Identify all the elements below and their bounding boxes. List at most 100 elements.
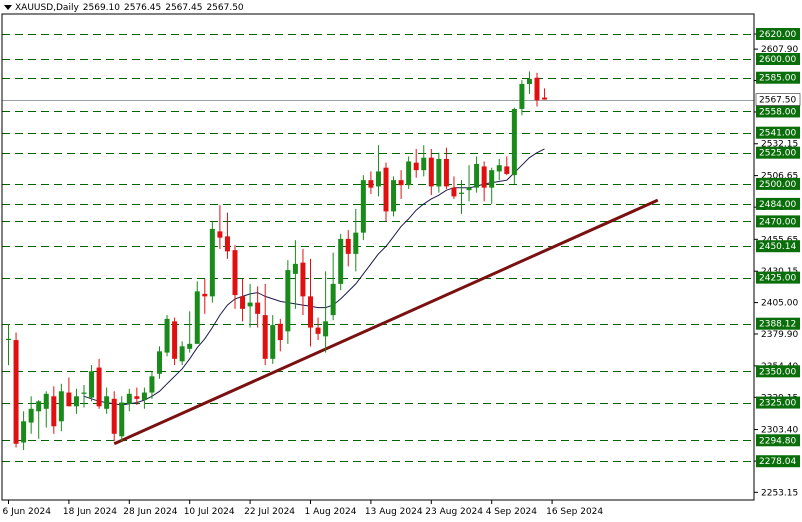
level-label-text: 2278.04 — [759, 457, 796, 467]
candle — [481, 161, 487, 202]
candle-body — [443, 158, 449, 187]
candle — [179, 341, 185, 366]
candle-body — [353, 232, 359, 254]
candle-body — [459, 192, 464, 194]
level-label-bg — [756, 317, 800, 330]
x-tick-label: 18 Jun 2024 — [63, 507, 117, 517]
candle — [89, 365, 95, 402]
x-tick-label: 10 Jul 2024 — [184, 507, 235, 517]
candle — [308, 258, 313, 347]
level-label-text: 2541.00 — [759, 129, 796, 139]
level-label: 2450.14 — [756, 240, 800, 253]
candle — [443, 147, 449, 189]
y-tick-label: 2303.40 — [761, 426, 798, 436]
candle — [519, 80, 525, 116]
candle-body — [104, 396, 110, 409]
level-label-text: 2558.00 — [759, 107, 796, 117]
y-tick-label: 2506.65 — [761, 172, 798, 182]
level-label-bg — [756, 177, 800, 190]
candle — [51, 386, 57, 434]
candle-body — [474, 163, 480, 188]
candle-body — [217, 231, 223, 238]
candle — [338, 233, 344, 291]
level-label: 2294.80 — [756, 434, 800, 447]
level-label-bg — [756, 365, 800, 378]
level-label: 2425.00 — [756, 271, 800, 284]
candle-body — [172, 321, 178, 359]
candle-body — [149, 376, 155, 393]
candle-body — [157, 351, 162, 374]
candle — [542, 88, 548, 100]
candle-body — [96, 367, 102, 407]
candle — [134, 387, 140, 406]
candle — [224, 212, 230, 259]
candle-body — [466, 187, 472, 191]
candles-layer — [6, 71, 548, 451]
candle — [157, 346, 162, 379]
candle-body — [81, 392, 87, 394]
candle — [194, 281, 200, 344]
level-label-text: 2350.00 — [759, 367, 796, 377]
x-tick-label: 22 Jul 2024 — [244, 507, 295, 517]
plot-frame — [1, 13, 755, 501]
candle — [119, 396, 125, 442]
level-label: 2350.00 — [756, 365, 800, 378]
candle — [428, 148, 434, 196]
level-label-bg — [756, 215, 800, 228]
candle — [360, 175, 366, 241]
level-label: 2600.00 — [756, 52, 800, 65]
candle — [73, 388, 79, 414]
candle-body — [526, 78, 532, 84]
level-label-text: 2585.00 — [759, 74, 796, 84]
candle-body — [6, 338, 11, 341]
candle-body — [119, 402, 125, 437]
level-label: 2525.00 — [756, 146, 800, 159]
candle-body — [360, 180, 366, 233]
candle-body — [126, 393, 132, 404]
candle — [240, 278, 246, 322]
level-label-bg — [756, 197, 800, 210]
candle-body — [428, 157, 434, 187]
candle — [58, 383, 64, 432]
x-tick-label: 4 Sep 2024 — [486, 507, 538, 517]
candle-body — [436, 158, 442, 187]
level-label-bg — [756, 52, 800, 65]
level-label: 2500.00 — [756, 177, 800, 190]
candle — [96, 358, 102, 409]
candle — [323, 271, 329, 353]
level-label: 2388.12 — [756, 317, 800, 330]
current-price-label: 2567.50 — [755, 93, 801, 106]
candle-body — [406, 161, 412, 186]
candle-body — [36, 401, 42, 412]
level-label-bg — [756, 71, 800, 84]
candle-body — [285, 270, 291, 332]
level-label: 2558.00 — [756, 105, 800, 118]
candle-body — [51, 396, 57, 427]
candle — [534, 72, 540, 107]
level-label-bg — [756, 126, 800, 139]
candle — [66, 377, 72, 407]
dropdown-triangle-icon[interactable] — [4, 5, 12, 10]
candle-body — [481, 166, 487, 188]
candle-body — [89, 371, 95, 398]
candle-body — [73, 396, 79, 407]
high-value: 2576.45 — [124, 3, 162, 13]
x-tick-label: 28 Jun 2024 — [123, 507, 177, 517]
y-tick-label: 2253.15 — [761, 488, 798, 498]
current-price-text: 2567.50 — [759, 96, 796, 106]
candle-body — [345, 238, 351, 254]
candle-body — [209, 228, 215, 297]
level-label-bg — [756, 396, 800, 409]
candle — [81, 385, 87, 408]
level-label-text: 2294.80 — [759, 436, 796, 446]
x-tick-label: 6 Jun 2024 — [3, 507, 52, 517]
candle-body — [383, 167, 389, 212]
level-label-bg — [756, 27, 800, 40]
candle — [255, 286, 261, 328]
candle-body — [534, 77, 540, 101]
candle — [383, 162, 389, 222]
close-value: 2567.50 — [206, 3, 244, 13]
level-label: 2585.00 — [756, 71, 800, 84]
candle-body — [141, 392, 147, 401]
